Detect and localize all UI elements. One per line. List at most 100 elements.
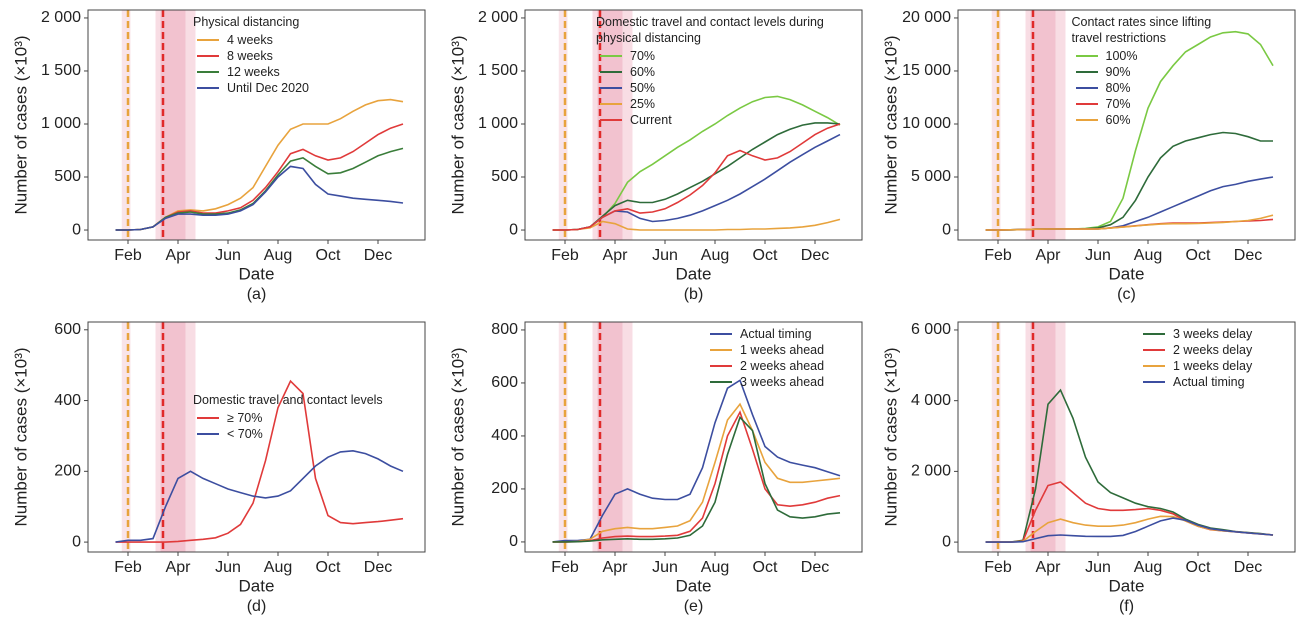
- x-tick-label: Apr: [166, 559, 192, 576]
- legend-swatch: [197, 55, 219, 57]
- legend-label: 60%: [1105, 113, 1131, 127]
- legend-label: 4 weeks: [227, 33, 273, 47]
- legend-item: 80%: [1072, 80, 1222, 96]
- legend-item: 1 weeks delay: [1139, 358, 1289, 374]
- y-tick-label: 10 000: [902, 115, 951, 132]
- legend-item: 12 weeks: [193, 64, 358, 80]
- y-tick-label: 200: [54, 463, 81, 480]
- shade: [1030, 10, 1056, 240]
- y-tick-label: 500: [491, 168, 518, 185]
- y-tick-label: 400: [54, 392, 81, 409]
- legend-swatch: [710, 365, 732, 367]
- legend-label: 1 weeks delay: [1173, 359, 1253, 373]
- y-axis-label: Number of cases (×10³): [11, 35, 30, 214]
- panel: 0 500 1 000 1 500 2 000 Feb Apr Jun Aug Oct Dec Dat…: [11, 9, 426, 303]
- legend-label: 70%: [630, 49, 656, 63]
- series-line: [985, 214, 1274, 231]
- shade: [597, 10, 623, 240]
- legend-swatch: [1143, 365, 1165, 367]
- legend-swatch: [197, 39, 219, 41]
- y-axis-label: Number of cases (×10³): [881, 347, 900, 526]
- panel: 0 5 000 10 000 15 000 20 000 Feb Apr Jun Aug Oct D…: [881, 9, 1296, 303]
- x-axis-label: Date: [1109, 264, 1145, 283]
- legend-label: 2 weeks ahead: [740, 359, 825, 373]
- y-tick-label: 0: [942, 533, 951, 550]
- x-axis-label: Date: [676, 264, 712, 283]
- legend-item: 4 weeks: [193, 32, 358, 48]
- x-tick-label: Jun: [215, 247, 241, 264]
- legend: Domestic travel and contact levels durin…: [596, 15, 831, 128]
- x-tick-label: Dec: [801, 559, 829, 576]
- series-line: [552, 379, 841, 543]
- legend-title: Physical distancing: [193, 15, 300, 29]
- subtitle: (f): [1119, 598, 1134, 615]
- legend-swatch: [600, 55, 622, 57]
- legend-label: < 70%: [227, 427, 263, 441]
- legend-swatch: [1075, 119, 1098, 121]
- y-tick-label: 800: [491, 321, 518, 338]
- legend-box: Domestic travel and contact levels ≥ 70% <…: [193, 392, 433, 442]
- x-tick-label: Aug: [264, 559, 292, 576]
- y-tick-label: 0: [72, 221, 81, 238]
- x-tick-label: Apr: [603, 559, 629, 576]
- y-tick-label: 6 000: [911, 321, 951, 338]
- y-tick-label: 1 500: [41, 62, 81, 79]
- shade: [160, 10, 186, 240]
- legend-item: 3 weeks delay: [1139, 326, 1289, 342]
- x-tick-label: Aug: [701, 559, 729, 576]
- shade: [558, 322, 568, 552]
- x-tick-label: Oct: [316, 247, 341, 264]
- legend: Contact rates since lifting travel restr…: [1072, 15, 1222, 127]
- y-tick-label: 200: [491, 480, 518, 497]
- series-line: [115, 165, 404, 231]
- x-tick-label: Apr: [1036, 247, 1062, 264]
- series-line: [552, 123, 841, 231]
- y-tick-label: 2 000: [41, 9, 81, 26]
- legend-item: 50%: [596, 80, 831, 96]
- series-line: [985, 517, 1274, 543]
- subtitle: (d): [247, 598, 267, 615]
- y-tick-label: 500: [54, 168, 81, 185]
- y-tick-label: 15 000: [902, 62, 951, 79]
- x-tick-label: Feb: [551, 247, 579, 264]
- legend-swatch: [600, 119, 622, 121]
- legend-swatch: [710, 333, 732, 335]
- y-tick-label: 20 000: [902, 9, 951, 26]
- plot-frame: [957, 9, 1296, 241]
- legend-label: 100%: [1105, 49, 1138, 63]
- series-line: [552, 415, 841, 543]
- y-tick-label: 0: [72, 533, 81, 550]
- legend-label: 70%: [1105, 97, 1131, 111]
- legend-item: 2 weeks ahead: [706, 358, 856, 374]
- plot-frame: [87, 321, 426, 553]
- x-tick-label: Feb: [114, 247, 142, 264]
- x-tick-label: Dec: [801, 247, 829, 264]
- legend: Actual timing 1 weeks ahead 2 weeks ahead 3…: [706, 327, 856, 389]
- series-line: [552, 218, 841, 231]
- legend-label: 60%: [630, 65, 656, 79]
- y-tick-label: 400: [491, 427, 518, 444]
- series-line: [115, 449, 404, 543]
- y-tick-label: 2 000: [478, 9, 518, 26]
- legend-item: Current: [596, 112, 831, 128]
- legend-label: 12 weeks: [227, 65, 280, 79]
- x-axis-label: Date: [676, 576, 712, 595]
- legend-swatch: [1075, 103, 1098, 105]
- legend-swatch: [1075, 87, 1098, 89]
- legend: Domestic travel and contact levels ≥ 70% <…: [193, 392, 433, 442]
- legend-swatch: [710, 381, 732, 383]
- legend-label: 80%: [1105, 81, 1131, 95]
- legend-label: 1 weeks ahead: [740, 343, 825, 357]
- legend-title: Domestic travel and contact levels durin…: [596, 15, 824, 45]
- legend-item: 2 weeks delay: [1139, 342, 1289, 358]
- legend-label: Current: [630, 113, 672, 127]
- legend: 3 weeks delay 2 weeks delay 1 weeks delay A…: [1139, 326, 1289, 389]
- x-tick-label: Oct: [316, 559, 341, 576]
- x-tick-label: Feb: [984, 559, 1012, 576]
- legend-label: Until Dec 2020: [227, 81, 309, 95]
- legend-item: 100%: [1072, 48, 1222, 64]
- x-tick-label: Feb: [114, 559, 142, 576]
- y-tick-label: 4 000: [911, 392, 951, 409]
- x-tick-label: Jun: [652, 559, 678, 576]
- y-tick-label: 0: [509, 533, 518, 550]
